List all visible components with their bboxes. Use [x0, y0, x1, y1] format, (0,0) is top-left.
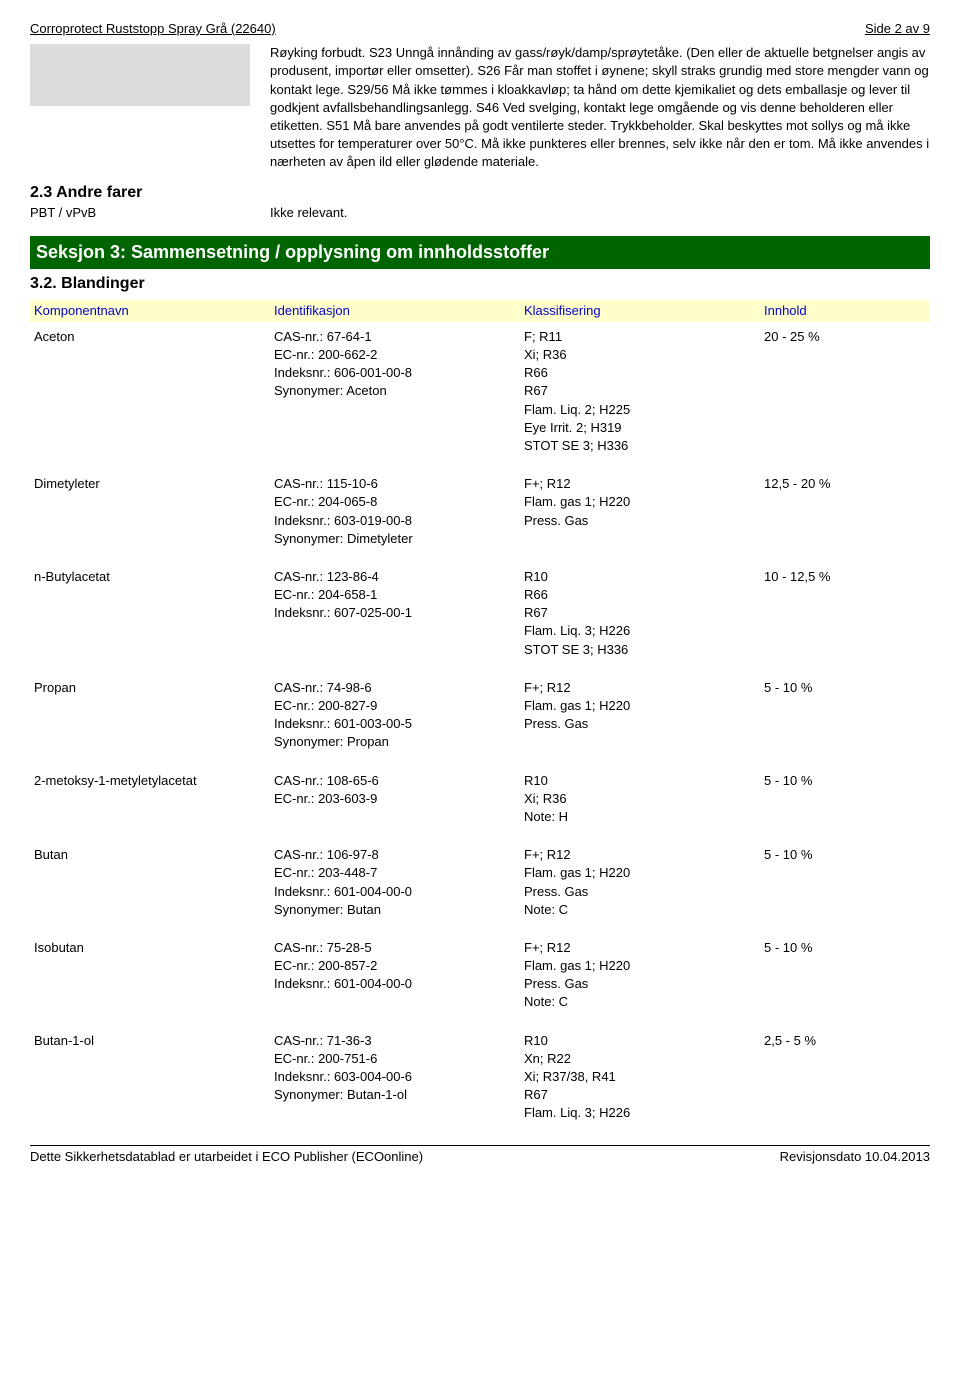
- gray-placeholder-box: [30, 44, 250, 106]
- component-name: Propan: [30, 679, 274, 752]
- component-content: 5 - 10 %: [764, 846, 930, 919]
- components-table-body: AcetonCAS-nr.: 67-64-1 EC-nr.: 200-662-2…: [30, 322, 930, 1137]
- section-23-block: Røyking forbudt. S23 Unngå innånding av …: [30, 44, 930, 171]
- component-identification: CAS-nr.: 74-98-6 EC-nr.: 200-827-9 Indek…: [274, 679, 524, 752]
- component-classification: F+; R12 Flam. gas 1; H220 Press. Gas: [524, 679, 764, 752]
- component-name: n-Butylacetat: [30, 568, 274, 659]
- page-footer: Dette Sikkerhetsdatablad er utarbeidet i…: [30, 1148, 930, 1166]
- component-name: Dimetyleter: [30, 475, 274, 548]
- section-23-title: 2.3 Andre farer: [30, 182, 930, 204]
- component-classification: R10 Xn; R22 Xi; R37/38, R41 R67 Flam. Li…: [524, 1032, 764, 1123]
- table-row: IsobutanCAS-nr.: 75-28-5 EC-nr.: 200-857…: [30, 933, 930, 1026]
- component-identification: CAS-nr.: 106-97-8 EC-nr.: 203-448-7 Inde…: [274, 846, 524, 919]
- component-content: 2,5 - 5 %: [764, 1032, 930, 1123]
- component-content: 5 - 10 %: [764, 939, 930, 1012]
- component-content: 5 - 10 %: [764, 772, 930, 827]
- page-header: Corroprotect Ruststopp Spray Grå (22640)…: [30, 20, 930, 38]
- col-header-content: Innhold: [764, 302, 930, 320]
- component-content: 20 - 25 %: [764, 328, 930, 455]
- component-content: 5 - 10 %: [764, 679, 930, 752]
- col-header-id: Identifikasjon: [274, 302, 524, 320]
- footer-left: Dette Sikkerhetsdatablad er utarbeidet i…: [30, 1148, 423, 1166]
- component-content: 12,5 - 20 %: [764, 475, 930, 548]
- component-identification: CAS-nr.: 71-36-3 EC-nr.: 200-751-6 Indek…: [274, 1032, 524, 1123]
- component-name: Butan-1-ol: [30, 1032, 274, 1123]
- section-32-title: 3.2. Blandinger: [30, 273, 930, 295]
- component-identification: CAS-nr.: 123-86-4 EC-nr.: 204-658-1 Inde…: [274, 568, 524, 659]
- table-row: DimetyleterCAS-nr.: 115-10-6 EC-nr.: 204…: [30, 469, 930, 562]
- col-header-class: Klassifisering: [524, 302, 764, 320]
- component-name: Aceton: [30, 328, 274, 455]
- table-row: ButanCAS-nr.: 106-97-8 EC-nr.: 203-448-7…: [30, 840, 930, 933]
- component-classification: F+; R12 Flam. gas 1; H220 Press. Gas Not…: [524, 846, 764, 919]
- product-title: Corroprotect Ruststopp Spray Grå (22640): [30, 20, 276, 38]
- component-classification: F+; R12 Flam. gas 1; H220 Press. Gas: [524, 475, 764, 548]
- safety-phrases-text: Røyking forbudt. S23 Unngå innånding av …: [270, 44, 930, 171]
- table-row: n-ButylacetatCAS-nr.: 123-86-4 EC-nr.: 2…: [30, 562, 930, 673]
- footer-right: Revisjonsdato 10.04.2013: [780, 1148, 930, 1166]
- component-identification: CAS-nr.: 115-10-6 EC-nr.: 204-065-8 Inde…: [274, 475, 524, 548]
- col-header-name: Komponentnavn: [30, 302, 274, 320]
- component-classification: F; R11 Xi; R36 R66 R67 Flam. Liq. 2; H22…: [524, 328, 764, 455]
- component-name: 2-metoksy-1-metyletylacetat: [30, 772, 274, 827]
- page-number: Side 2 av 9: [865, 20, 930, 38]
- pbt-value: Ikke relevant.: [270, 204, 347, 222]
- component-identification: CAS-nr.: 75-28-5 EC-nr.: 200-857-2 Indek…: [274, 939, 524, 1012]
- table-row: PropanCAS-nr.: 74-98-6 EC-nr.: 200-827-9…: [30, 673, 930, 766]
- table-row: Butan-1-olCAS-nr.: 71-36-3 EC-nr.: 200-7…: [30, 1026, 930, 1137]
- component-classification: R10 Xi; R36 Note: H: [524, 772, 764, 827]
- component-classification: R10 R66 R67 Flam. Liq. 3; H226 STOT SE 3…: [524, 568, 764, 659]
- component-content: 10 - 12,5 %: [764, 568, 930, 659]
- component-name: Butan: [30, 846, 274, 919]
- component-identification: CAS-nr.: 108-65-6 EC-nr.: 203-603-9: [274, 772, 524, 827]
- components-table-header: Komponentnavn Identifikasjon Klassifiser…: [30, 300, 930, 322]
- table-row: 2-metoksy-1-metyletylacetatCAS-nr.: 108-…: [30, 766, 930, 841]
- component-identification: CAS-nr.: 67-64-1 EC-nr.: 200-662-2 Indek…: [274, 328, 524, 455]
- pbt-row: PBT / vPvB Ikke relevant.: [30, 204, 930, 222]
- component-classification: F+; R12 Flam. gas 1; H220 Press. Gas Not…: [524, 939, 764, 1012]
- component-name: Isobutan: [30, 939, 274, 1012]
- pbt-label: PBT / vPvB: [30, 204, 270, 222]
- footer-rule: [30, 1145, 930, 1146]
- table-row: AcetonCAS-nr.: 67-64-1 EC-nr.: 200-662-2…: [30, 322, 930, 469]
- section-3-header: Seksjon 3: Sammensetning / opplysning om…: [30, 236, 930, 269]
